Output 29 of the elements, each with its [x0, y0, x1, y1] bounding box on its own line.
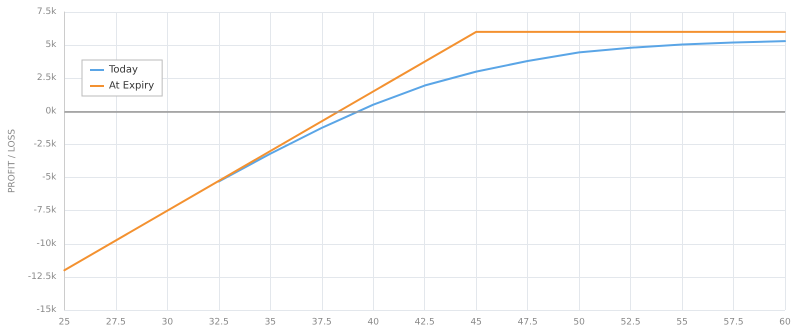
- x-tick-label: 55: [676, 318, 688, 328]
- x-tick-label: 60: [779, 318, 791, 328]
- x-tick-label: 47.5: [518, 318, 538, 328]
- y-tick-label: -2.5k: [34, 139, 58, 150]
- x-tick-label: 40: [368, 318, 380, 328]
- y-tick-label: 2.5k: [36, 73, 58, 84]
- x-tick-label: 35: [264, 318, 276, 328]
- y-tick-label: -10k: [36, 238, 58, 249]
- x-tick-label: 50: [573, 318, 586, 328]
- x-tick-label: 45: [470, 318, 482, 328]
- y-axis-title: PROFIT / LOSS: [8, 128, 18, 194]
- x-tick-label: 25: [58, 318, 70, 328]
- x-tick-label: 57.5: [724, 318, 744, 328]
- x-tick-label: 42.5: [414, 318, 435, 328]
- y-tick-label: 0k: [45, 106, 58, 116]
- y-tick-label: 7.5k: [36, 7, 58, 17]
- x-tick-label: 27.5: [106, 318, 126, 328]
- x-tick-label: 52.5: [620, 318, 641, 328]
- y-tick-label: -7.5k: [34, 206, 58, 216]
- x-tick-label: 32.5: [208, 318, 229, 328]
- y-tick-label: 5k: [45, 40, 58, 50]
- y-tick-label: -12.5k: [28, 272, 58, 282]
- y-tick-label: -5k: [42, 172, 58, 183]
- legend-label: Today: [108, 64, 138, 76]
- x-tick-label: 30: [162, 318, 174, 328]
- y-tick-label: -15k: [36, 305, 58, 315]
- x-tick-label: 37.5: [312, 318, 332, 328]
- legend-label: At Expiry: [109, 80, 154, 92]
- line-series: [218, 40, 786, 183]
